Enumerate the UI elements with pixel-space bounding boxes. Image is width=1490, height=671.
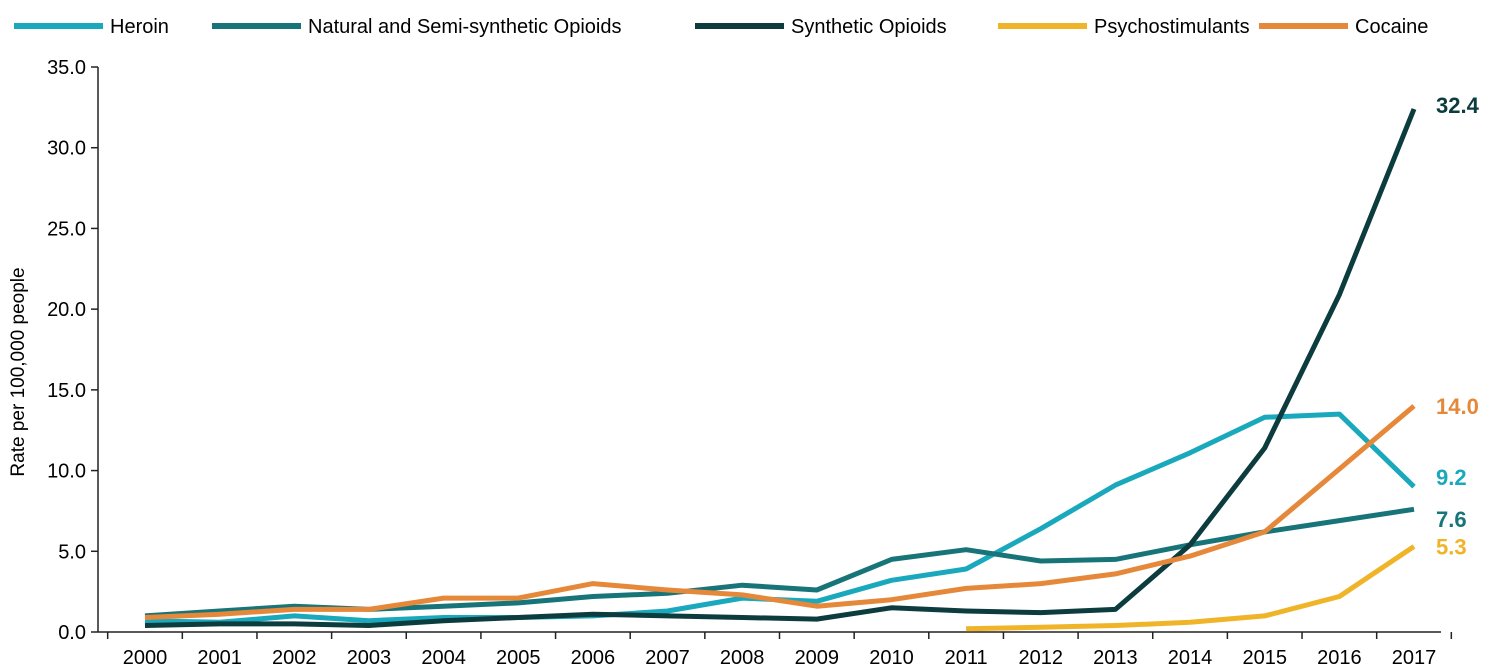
x-tick-label: 2000 — [123, 647, 168, 669]
y-tick-label: 10.0 — [47, 461, 86, 483]
legend-label: Natural and Semi-synthetic Opioids — [308, 16, 621, 38]
legend-item-cocaine: Cocaine — [1259, 16, 1428, 38]
x-tick-label: 2007 — [645, 647, 690, 669]
x-tick-label: 2004 — [421, 647, 466, 669]
legend-label: Psychostimulants — [1094, 16, 1250, 38]
end-label-natural-and-semi-synthetic-opioids: 7.6 — [1436, 507, 1467, 532]
series-line-heroin — [144, 411, 1416, 625]
axes: 0.0 5.0 10.0 15.0 20.0 25.0 30.0 35.0 2000 2001 20… — [47, 57, 1453, 669]
legend-label: Heroin — [110, 16, 169, 38]
x-tick-label: 2013 — [1093, 647, 1138, 669]
legend-item-psychostimulants: Psychostimulants — [998, 16, 1250, 38]
y-tick-label: 30.0 — [47, 138, 86, 160]
y-tick-label: 25.0 — [47, 218, 86, 240]
x-tick-label: 2016 — [1317, 647, 1362, 669]
x-tick-label: 2010 — [869, 647, 914, 669]
end-label-psychostimulants: 5.3 — [1436, 534, 1467, 559]
legend-label: Cocaine — [1355, 16, 1428, 38]
x-tick-label: 2011 — [945, 647, 988, 669]
y-tick-label: 5.0 — [58, 541, 86, 563]
end-labels: 9.2 7.6 32.4 5.3 14.0 — [1436, 93, 1480, 559]
x-tick-label: 2008 — [720, 647, 765, 669]
end-label-cocaine: 14.0 — [1436, 394, 1479, 419]
x-tick-label: 2014 — [1168, 647, 1213, 669]
y-axis-title: Rate per 100,000 people — [8, 267, 29, 476]
x-tick-label: 2017 — [1392, 647, 1437, 669]
x-tick-label: 2009 — [795, 647, 840, 669]
x-tick-label: 2012 — [1019, 647, 1064, 669]
legend-item-natural-and-semi-synthetic-opioids: Natural and Semi-synthetic Opioids — [212, 16, 621, 38]
x-tick-label: 2005 — [496, 647, 541, 669]
y-tick-label: 35.0 — [47, 57, 86, 79]
series-lines — [144, 108, 1417, 632]
y-tick-label: 0.0 — [58, 622, 86, 644]
x-tick-label: 2015 — [1242, 647, 1287, 669]
series-line-synthetic-opioids — [144, 108, 1417, 628]
series-line-psychostimulants — [966, 544, 1416, 632]
end-label-heroin: 9.2 — [1436, 465, 1467, 490]
x-tick-label: 2001 — [197, 647, 242, 669]
end-label-synthetic-opioids: 32.4 — [1436, 93, 1480, 118]
x-tick-label: 2006 — [571, 647, 616, 669]
legend-label: Synthetic Opioids — [791, 16, 947, 38]
legend: Heroin Natural and Semi-synthetic Opioids… — [14, 16, 1428, 38]
x-tick-label: 2003 — [347, 647, 392, 669]
legend-item-synthetic-opioids: Synthetic Opioids — [695, 16, 947, 38]
series-line-cocaine — [144, 404, 1416, 620]
legend-item-heroin: Heroin — [14, 16, 169, 38]
x-tick-label: 2002 — [272, 647, 317, 669]
y-tick-label: 15.0 — [47, 380, 86, 402]
y-tick-label: 20.0 — [47, 299, 86, 321]
